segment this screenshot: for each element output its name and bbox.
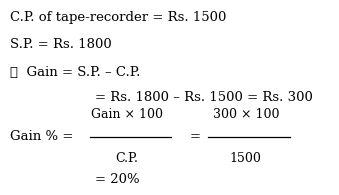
Text: S.P. = Rs. 1800: S.P. = Rs. 1800 bbox=[10, 38, 112, 51]
Text: Gain × 100: Gain × 100 bbox=[91, 108, 163, 121]
Text: ∴  Gain = S.P. – C.P.: ∴ Gain = S.P. – C.P. bbox=[10, 66, 141, 79]
Text: = Rs. 1800 – Rs. 1500 = Rs. 300: = Rs. 1800 – Rs. 1500 = Rs. 300 bbox=[95, 91, 313, 104]
Text: = 20%: = 20% bbox=[95, 173, 140, 186]
Text: 300 × 100: 300 × 100 bbox=[213, 108, 279, 121]
Text: C.P.: C.P. bbox=[116, 152, 139, 165]
Text: Gain % =: Gain % = bbox=[10, 130, 74, 143]
Text: C.P. of tape-recorder = Rs. 1500: C.P. of tape-recorder = Rs. 1500 bbox=[10, 11, 226, 24]
Text: 1500: 1500 bbox=[230, 152, 262, 165]
Text: =: = bbox=[190, 130, 200, 143]
